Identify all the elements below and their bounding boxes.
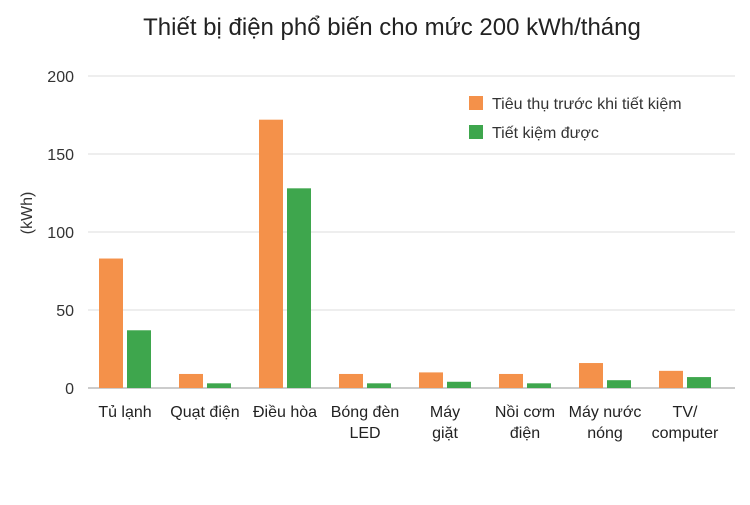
x-tick-label-line: Bóng đèn <box>331 404 400 421</box>
y-tick-label: 100 <box>47 225 74 242</box>
bar-saved <box>527 383 551 388</box>
x-tick-label: Điều hòa <box>253 404 317 421</box>
y-axis-label: (kWh) <box>19 192 36 235</box>
y-tick-label: 0 <box>65 381 74 398</box>
x-tick-label-line: nóng <box>587 425 623 442</box>
y-tick-label: 200 <box>47 69 74 86</box>
chart-title: Thiết bị điện phổ biến cho mức 200 kWh/t… <box>143 14 641 41</box>
legend: Tiêu thụ trước khi tiết kiệm Tiết kiệm đư… <box>469 96 682 142</box>
bar-consumption <box>499 373 523 388</box>
bar-saved <box>447 381 471 388</box>
x-tick-label-line: Máy <box>430 404 460 421</box>
x-tick-label-line: LED <box>349 425 380 442</box>
x-tick-label: Quạt điện <box>170 404 239 421</box>
x-tick-label: Tủ lạnh <box>98 404 151 421</box>
bar-consumption <box>419 372 443 388</box>
legend-swatch <box>469 96 483 110</box>
x-tick-label: Bóng đèn LED <box>331 404 400 442</box>
y-tick-label: 150 <box>47 147 74 164</box>
bar-consumption <box>179 373 203 388</box>
x-tick-label-line: computer <box>652 425 719 442</box>
x-tick-label-line: giặt <box>432 425 458 442</box>
bar-consumption <box>99 258 123 388</box>
bar-saved <box>287 188 311 388</box>
legend-label: Tiêu thụ trước khi tiết kiệm <box>492 96 682 113</box>
bar-consumption <box>339 373 363 388</box>
y-tick-label: 50 <box>56 303 74 320</box>
bar-saved <box>367 383 391 388</box>
x-tick-label-line: điện <box>510 425 540 442</box>
x-tick-label-line: Điều hòa <box>253 404 317 421</box>
bar-saved <box>687 377 711 388</box>
bar-saved <box>607 380 631 388</box>
x-tick-label: Máy nước nóng <box>569 404 642 442</box>
x-tick-label-line: Máy nước <box>569 404 642 421</box>
x-tick-label: Nồi cơm điện <box>495 404 555 442</box>
bar-consumption <box>259 119 283 389</box>
bar-consumption <box>579 363 603 388</box>
bars-layer <box>99 119 711 389</box>
x-tick-label-line: TV/ <box>673 404 698 421</box>
x-tick-label: TV/computer <box>652 404 719 442</box>
ticks-layer: 0 50 100 150 200 Tủ lạnh Quạt điện Điều hòa Bóng… <box>47 69 719 442</box>
bar-saved <box>127 330 151 388</box>
legend-swatch <box>469 125 483 139</box>
legend-label: Tiết kiệm được <box>492 125 599 142</box>
x-tick-label-line: Nồi cơm <box>495 404 555 421</box>
x-tick-label-line: Tủ lạnh <box>98 404 151 421</box>
bar-saved <box>207 383 231 388</box>
bar-consumption <box>659 370 683 388</box>
grid-layer <box>88 75 735 389</box>
x-tick-label: Máy giặt <box>430 404 460 442</box>
x-tick-label-line: Quạt điện <box>170 404 239 421</box>
